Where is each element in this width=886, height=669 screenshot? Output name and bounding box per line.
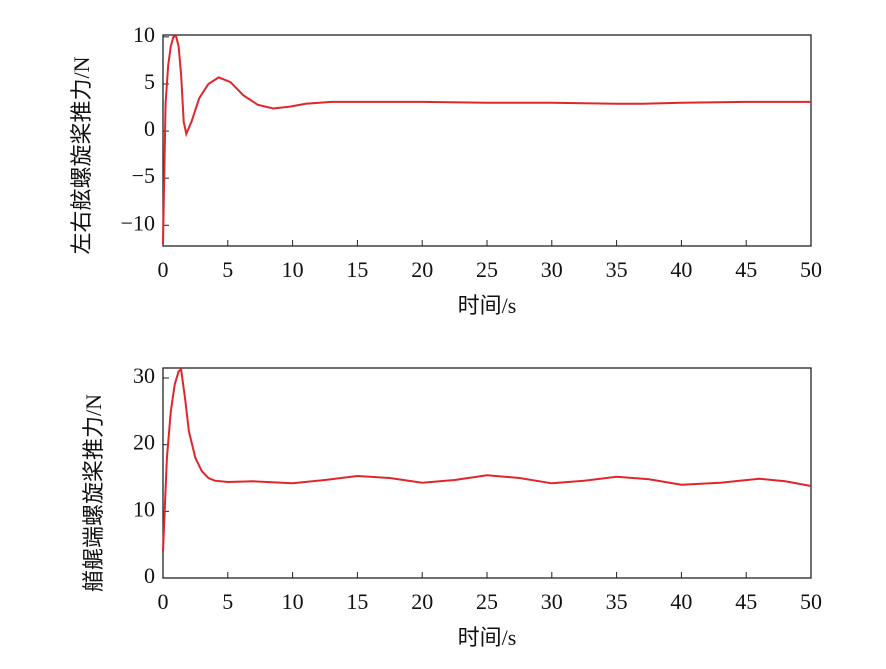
line-series — [162, 367, 812, 552]
x-tick-label: 0 — [158, 589, 169, 614]
plot-frame — [162, 34, 812, 247]
y-axis-label: 左右舷螺旋桨推力/N — [69, 56, 94, 254]
x-tick-label: 50 — [800, 589, 822, 614]
x-tick-label: 5 — [222, 589, 233, 614]
x-axis-label: 时间/s — [458, 625, 517, 650]
y-tick-label: 5 — [144, 69, 155, 94]
y-tick-label: 0 — [144, 563, 155, 588]
y-tick-label: 10 — [133, 496, 155, 521]
x-tick-label: 30 — [541, 589, 563, 614]
x-tick-label: 20 — [411, 257, 433, 282]
y-tick-label: 30 — [133, 363, 155, 388]
x-tick-label: 45 — [735, 257, 757, 282]
x-tick-label: 0 — [158, 257, 169, 282]
x-tick-label: 30 — [541, 257, 563, 282]
x-tick-label: 50 — [800, 257, 822, 282]
line-series — [162, 34, 811, 245]
y-axis-label: 艏艉端螺旋桨推力/N — [81, 394, 106, 592]
y-tick-label: −5 — [132, 163, 155, 188]
x-tick-label: 40 — [670, 589, 692, 614]
y-tick-label: 0 — [144, 116, 155, 141]
plot-frame — [162, 367, 812, 579]
x-tick-label: 40 — [670, 257, 692, 282]
x-tick-label: 20 — [411, 589, 433, 614]
x-tick-label: 35 — [606, 257, 628, 282]
x-tick-label: 10 — [282, 589, 304, 614]
x-tick-label: 45 — [735, 589, 757, 614]
x-tick-label: 35 — [606, 589, 628, 614]
y-tick-label: 10 — [133, 22, 155, 47]
y-tick-label: −10 — [121, 210, 155, 235]
y-tick-label: 20 — [133, 430, 155, 455]
x-tick-label: 5 — [222, 257, 233, 282]
x-tick-label: 15 — [346, 257, 368, 282]
x-tick-label: 25 — [476, 257, 498, 282]
x-tick-label: 15 — [346, 589, 368, 614]
x-axis-label: 时间/s — [458, 293, 517, 318]
x-tick-label: 25 — [476, 589, 498, 614]
x-tick-label: 10 — [282, 257, 304, 282]
